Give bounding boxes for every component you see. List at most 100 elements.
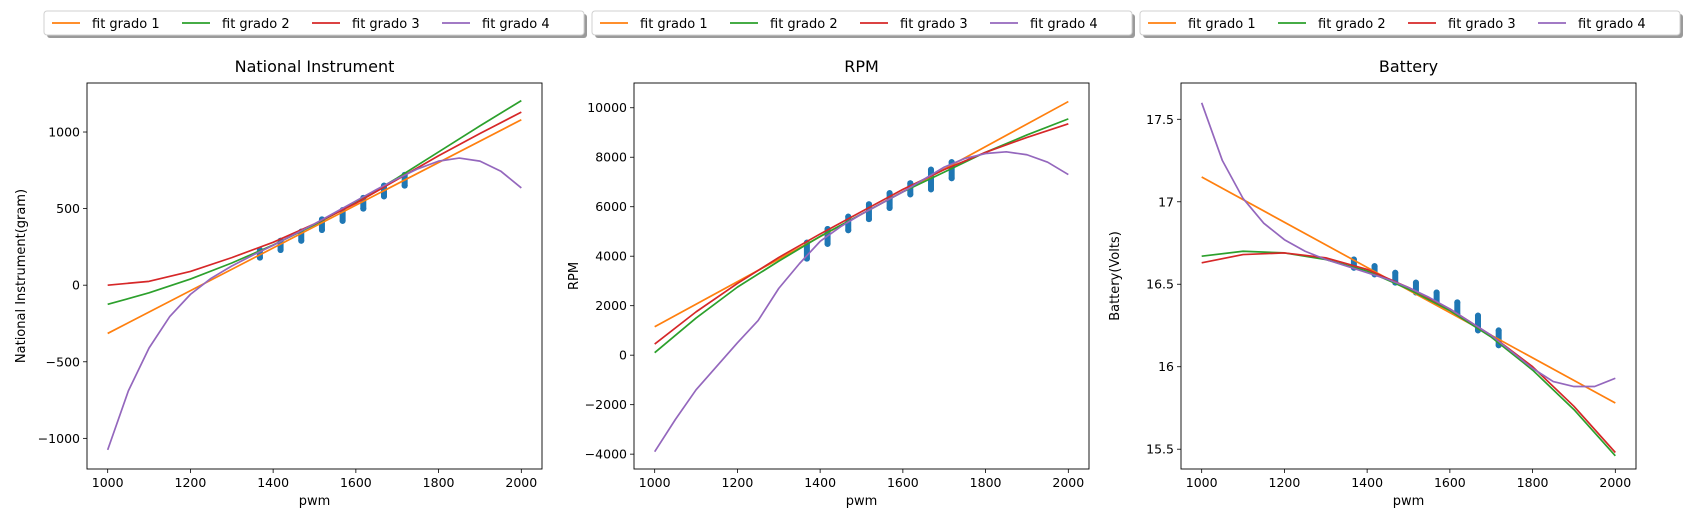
legend-label: fit grado 1	[92, 17, 160, 32]
y-tick-label: 10000	[587, 100, 627, 115]
scatter-point	[886, 204, 893, 211]
x-tick-label: 1400	[804, 475, 836, 490]
legend-label: fit grado 4	[1578, 17, 1646, 32]
legend-label: fit grado 4	[482, 17, 550, 32]
scatter-point	[339, 217, 346, 224]
y-tick-label: 17.5	[1146, 112, 1174, 127]
scatter-point	[824, 240, 831, 247]
series-line-fit-grado-4	[106, 157, 522, 451]
y-tick-label: 15.5	[1146, 442, 1174, 457]
scatter-point	[1433, 289, 1440, 296]
legend-label: fit grado 2	[1318, 17, 1386, 32]
scatter-point	[298, 237, 305, 244]
scatter-point	[1454, 299, 1461, 306]
legend-label: fit grado 1	[1188, 17, 1256, 32]
scatter-point	[1392, 269, 1399, 276]
scatter-point	[360, 205, 367, 212]
x-axis-label: pwm	[299, 494, 331, 509]
x-tick-label: 1800	[970, 475, 1002, 490]
x-tick-label: 1800	[423, 475, 455, 490]
y-axis-label: National Instrument(gram)	[14, 189, 29, 363]
plot-area	[106, 99, 522, 451]
scatter-point	[401, 182, 408, 189]
x-axis-label: pwm	[846, 494, 878, 509]
x-tick-label: 1800	[1517, 475, 1549, 490]
legend-label: fit grado 2	[770, 17, 838, 32]
axes-frame	[1180, 82, 1637, 470]
x-tick-label: 1400	[257, 475, 289, 490]
scatter-point	[865, 201, 872, 208]
series-line-fit-grado-4	[1200, 102, 1616, 388]
y-tick-label: 0	[72, 278, 80, 293]
y-tick-label: 6000	[595, 199, 627, 214]
chart-title: National Instrument	[235, 57, 395, 76]
y-axis-label: Battery(Volts)	[1108, 231, 1123, 321]
x-tick-label: 1400	[1351, 475, 1383, 490]
series-line-fit-grado-4	[653, 150, 1069, 453]
y-axis-label: RPM	[567, 262, 582, 290]
x-tick-label: 1000	[92, 475, 124, 490]
x-tick-label: 1000	[639, 475, 671, 490]
y-tick-label: 4000	[595, 249, 627, 264]
legend: fit grado 1 fit grado 2 fit grado 3 fit gra…	[1139, 10, 1683, 38]
chart-title: Battery	[1379, 57, 1438, 76]
legend-label: fit grado 3	[1448, 17, 1516, 32]
plot-area	[653, 100, 1069, 453]
scatter-point	[865, 216, 872, 223]
chart-panel-1: fit grado 1 fit grado 2 fit grado 3 fit gra…	[14, 10, 587, 509]
x-tick-label: 1600	[1434, 475, 1466, 490]
scatter-point	[277, 246, 284, 253]
y-tick-label: 16.5	[1146, 277, 1174, 292]
scatter-point	[927, 166, 934, 173]
x-tick-label: 2000	[1052, 475, 1084, 490]
y-tick-label: 2000	[595, 298, 627, 313]
series-line-fit-grado-2	[654, 118, 1069, 354]
x-tick-label: 2000	[505, 475, 537, 490]
scatter-point	[1474, 312, 1481, 319]
x-tick-label: 1200	[175, 475, 207, 490]
legend-label: fit grado 1	[640, 17, 708, 32]
series-line-fit-grado-2	[107, 99, 522, 306]
chart-panel-3: fit grado 1 fit grado 2 fit grado 3 fit gra…	[1108, 10, 1683, 509]
y-tick-label: −2000	[585, 397, 627, 412]
y-tick-label: −1000	[38, 431, 80, 446]
y-tick-label: 16	[1158, 359, 1174, 374]
axes-frame	[633, 82, 1090, 470]
y-tick-label: −500	[46, 354, 80, 369]
scatter-point	[1495, 327, 1502, 334]
axes-frame	[86, 82, 543, 470]
x-tick-label: 1200	[722, 475, 754, 490]
scatter-point	[1371, 263, 1378, 270]
x-tick-label: 2000	[1599, 475, 1631, 490]
chart-title: RPM	[844, 57, 879, 76]
legend-label: fit grado 4	[1030, 17, 1098, 32]
plot-area	[1200, 102, 1616, 457]
series-line-fit-grado-3	[1201, 252, 1616, 454]
scatter-point	[845, 227, 852, 234]
y-tick-label: 500	[56, 201, 80, 216]
series-line-fit-grado-1	[107, 119, 522, 335]
y-tick-label: 1000	[48, 125, 80, 140]
legend-label: fit grado 3	[900, 17, 968, 32]
series-line-fit-grado-3	[654, 123, 1069, 345]
chart-panel-2: fit grado 1 fit grado 2 fit grado 3 fit gra…	[567, 10, 1135, 509]
x-axis-label: pwm	[1393, 494, 1425, 509]
legend-label: fit grado 3	[352, 17, 420, 32]
y-tick-label: −4000	[585, 447, 627, 462]
x-tick-label: 1200	[1269, 475, 1301, 490]
scatter-point	[1412, 279, 1419, 286]
x-tick-label: 1600	[887, 475, 919, 490]
x-tick-label: 1600	[340, 475, 372, 490]
scatter-point	[380, 193, 387, 200]
legend: fit grado 1 fit grado 2 fit grado 3 fit gra…	[43, 10, 587, 38]
y-tick-label: 17	[1158, 194, 1174, 209]
scatter-point	[907, 191, 914, 198]
scatter-point	[948, 175, 955, 182]
series-line-fit-grado-2	[1201, 250, 1616, 457]
scatter-point	[927, 186, 934, 193]
scatter-point	[318, 227, 325, 234]
scatter-point	[886, 190, 893, 197]
legend-label: fit grado 2	[222, 17, 290, 32]
